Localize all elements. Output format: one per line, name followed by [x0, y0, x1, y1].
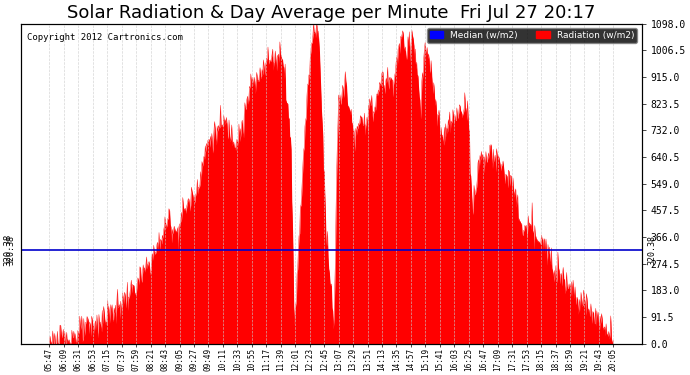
Text: 320.38: 320.38 — [3, 234, 12, 266]
Text: 320.38: 320.38 — [648, 235, 657, 265]
Text: Copyright 2012 Cartronics.com: Copyright 2012 Cartronics.com — [28, 33, 184, 42]
Text: 320.38: 320.38 — [6, 235, 15, 265]
Title: Solar Radiation & Day Average per Minute  Fri Jul 27 20:17: Solar Radiation & Day Average per Minute… — [67, 4, 595, 22]
Legend: Median (w/m2), Radiation (w/m2): Median (w/m2), Radiation (w/m2) — [427, 28, 637, 43]
